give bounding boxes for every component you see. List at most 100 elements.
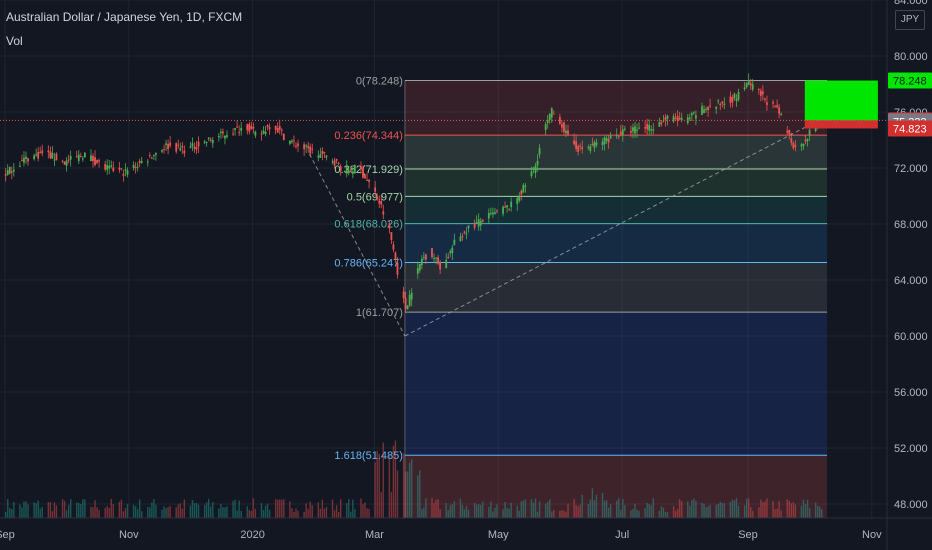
candle-body: [47, 150, 50, 153]
volume-bar: [593, 500, 596, 518]
volume-bar: [587, 503, 590, 518]
candle-body: [601, 141, 604, 146]
volume-bar: [120, 499, 123, 518]
candle-body: [788, 129, 791, 135]
candle-body: [35, 154, 38, 156]
volume-bar: [19, 504, 21, 518]
volume-bar: [660, 506, 663, 518]
volume-bar: [25, 501, 27, 518]
candle-body: [19, 165, 21, 167]
candle-body: [617, 135, 620, 137]
volume-bar: [790, 503, 793, 518]
candle-body: [211, 139, 214, 144]
price-tick-label: 84.000: [894, 0, 928, 7]
volume-bar: [563, 510, 565, 518]
volume-bar: [579, 504, 581, 518]
candle-body: [546, 120, 549, 123]
candle-body: [532, 167, 535, 170]
volume-bar: [662, 507, 665, 518]
volume-bar: [203, 504, 206, 518]
candle-body: [246, 124, 249, 131]
volume-bar: [494, 507, 496, 518]
volume-bar: [532, 502, 535, 518]
candle-body: [465, 233, 468, 235]
volume-bar: [496, 504, 498, 518]
candle-body: [776, 105, 778, 108]
candle-body: [163, 148, 165, 150]
candle-body: [552, 113, 555, 115]
candle-body: [723, 103, 726, 105]
candle-body: [96, 159, 98, 164]
candle-body: [619, 131, 622, 135]
candle-body: [303, 144, 306, 150]
fib-zone: [404, 223, 828, 263]
candle-body: [502, 206, 504, 214]
candle-body: [104, 163, 107, 170]
volume-bar: [360, 498, 362, 518]
candle-body: [51, 152, 54, 159]
candle-body: [737, 91, 740, 100]
candle-body: [250, 125, 253, 130]
fib-level-label: 1.618(51.485): [334, 450, 403, 462]
volume-bar: [404, 471, 407, 518]
candle-body: [772, 101, 774, 104]
price-label-tag: 78.248: [888, 72, 932, 89]
volume-bar: [717, 504, 719, 518]
candle-body: [735, 98, 738, 102]
volume-bar: [595, 494, 598, 518]
candle-body: [563, 122, 565, 132]
candle-body: [467, 225, 470, 229]
volume-bar: [238, 500, 240, 518]
candle-body: [717, 100, 720, 102]
volume-bar: [406, 471, 409, 518]
volume-bar: [808, 508, 811, 518]
candle-body: [366, 179, 368, 181]
candle-body: [351, 171, 354, 174]
volume-bar: [112, 504, 114, 518]
volume-bar: [520, 501, 523, 518]
candle-body: [652, 129, 655, 131]
volume-bar: [794, 504, 797, 518]
candle-body: [719, 103, 722, 105]
candle-body: [234, 128, 236, 130]
candle-body: [155, 152, 157, 155]
candle-body: [522, 184, 525, 193]
volume-bar: [620, 509, 622, 518]
volume-bar: [549, 499, 551, 518]
volume-bar: [544, 503, 547, 518]
currency-badge[interactable]: JPY: [895, 10, 925, 30]
candle-body: [165, 143, 167, 145]
volume-bar: [419, 470, 421, 518]
volume-bar: [439, 509, 441, 518]
volume-bar: [65, 510, 68, 518]
candle-body: [439, 262, 442, 270]
candle-body: [106, 165, 109, 171]
candle-body: [425, 254, 427, 260]
candle-body: [565, 130, 567, 134]
time-axis: SepNov2020MarMayJulSepNov2021: [0, 529, 882, 541]
price-tick-label: 68.000: [894, 219, 928, 231]
candle-body: [362, 167, 364, 178]
volume-bar: [721, 502, 723, 518]
volume-bar: [350, 511, 352, 518]
candle-body: [309, 146, 312, 154]
volume-bar: [510, 502, 512, 518]
volume-bar: [463, 509, 466, 518]
candle-body: [589, 146, 592, 151]
volume-bar: [577, 506, 579, 518]
volume-bar: [394, 440, 397, 518]
volume-bar: [762, 502, 764, 518]
candle-body: [408, 294, 411, 306]
candle-body: [124, 169, 127, 171]
volume-bar: [522, 500, 525, 518]
volume-indicator-label[interactable]: Vol: [6, 34, 23, 48]
volume-bar: [603, 500, 606, 518]
volume-bar: [250, 510, 253, 518]
candle-body: [638, 127, 640, 129]
candle-body: [278, 126, 281, 130]
volume-bar: [362, 504, 364, 518]
candle-body: [311, 148, 314, 150]
candle-body: [420, 258, 423, 266]
